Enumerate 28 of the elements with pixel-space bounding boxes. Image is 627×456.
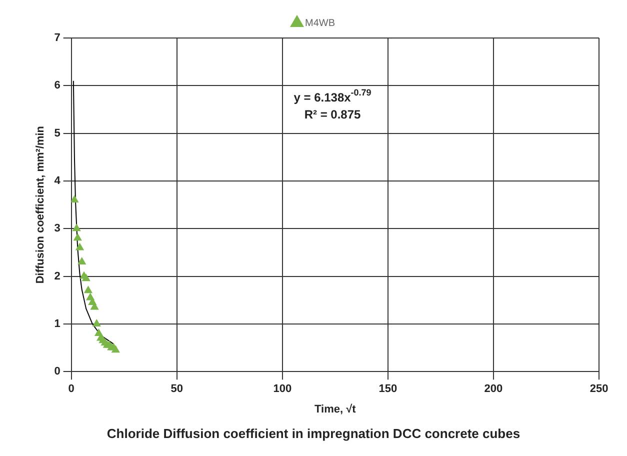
y-tick-label: 0 (54, 366, 60, 378)
point (71, 196, 78, 203)
x-tick-label: 100 (273, 383, 292, 396)
y-tick-label: 4 (54, 175, 62, 188)
legend-label: M4WB (305, 18, 336, 29)
y-axis-title: Diffusion coefficient, mm²/min (34, 126, 47, 284)
x-tick-label: 150 (378, 383, 398, 396)
point (84, 286, 92, 294)
point (82, 274, 90, 282)
point (74, 234, 82, 241)
y-tick-label: 7 (54, 32, 60, 44)
point (78, 257, 86, 264)
y-tick-label: 5 (54, 127, 60, 140)
y-tick-label: 1 (54, 318, 60, 330)
x-tick-label: 50 (170, 383, 183, 396)
x-tick-label: 200 (484, 383, 503, 396)
point (112, 346, 120, 353)
y-tick-label: 2 (54, 270, 60, 282)
x-tick-label: 250 (590, 383, 608, 396)
annotation: R² = 0.875 (304, 107, 362, 122)
y-tick-label: 3 (54, 222, 60, 235)
x-tick-label: 0 (68, 383, 74, 396)
y-tick-label: 6 (54, 80, 60, 92)
text: Chloride Diffusion coefficient in impregnation DCC concrete cubes (106, 426, 522, 441)
x-axis-title: Time, √t (314, 403, 356, 416)
point (76, 243, 84, 250)
point (72, 224, 81, 232)
point (92, 319, 101, 326)
